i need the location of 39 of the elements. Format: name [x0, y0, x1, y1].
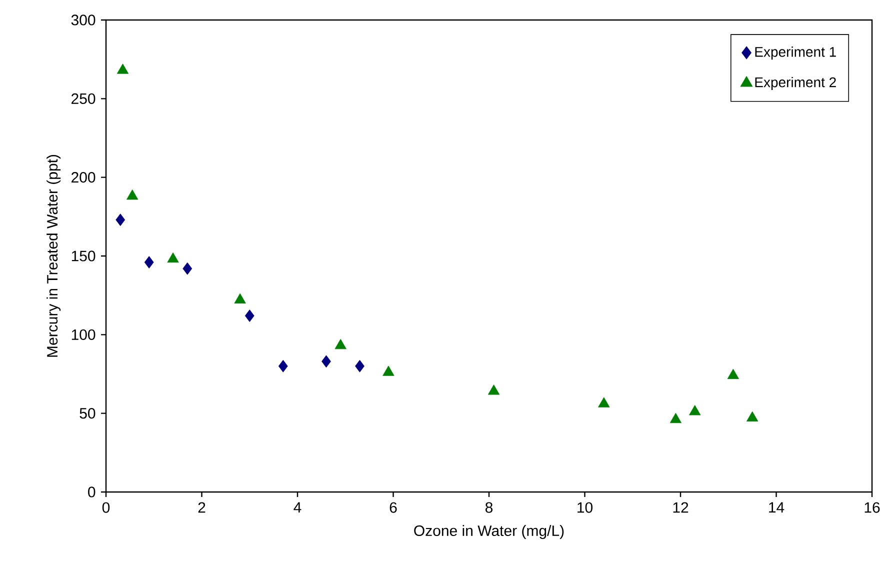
- y-tick-label: 100: [72, 329, 96, 340]
- x-tick-label: 10: [578, 502, 592, 513]
- y-tick-label: 200: [72, 172, 96, 183]
- point: [322, 355, 331, 368]
- point: [126, 190, 138, 200]
- point: [355, 360, 364, 372]
- point: [488, 384, 500, 395]
- y-axis-title: Mercury in Treated Water (ppt): [46, 154, 61, 357]
- point: [727, 368, 739, 380]
- x-tick-label: 6: [390, 502, 397, 513]
- point: [144, 256, 154, 268]
- legend-label: Experiment 1: [755, 46, 836, 60]
- point: [670, 412, 682, 424]
- point: [689, 405, 701, 416]
- point: [746, 411, 758, 422]
- point: [334, 338, 346, 350]
- point: [244, 310, 254, 322]
- x-tick-label: 14: [769, 502, 784, 513]
- point: [182, 262, 192, 275]
- x-tick-label: 8: [485, 502, 493, 513]
- point: [598, 397, 610, 408]
- y-tick-label: 250: [72, 93, 96, 104]
- point: [167, 252, 179, 263]
- y-tick-label: 50: [80, 408, 96, 419]
- y-tick-label: 150: [72, 250, 96, 262]
- legend-label: Experiment 2: [755, 76, 836, 90]
- point: [382, 366, 394, 376]
- point: [234, 293, 246, 304]
- x-tick-label: 2: [198, 502, 206, 513]
- point: [116, 214, 126, 226]
- point: [116, 64, 129, 74]
- y-tick-label: 0: [88, 486, 96, 498]
- x-tick-label: 0: [102, 502, 110, 513]
- x-axis-title: Ozone in Water (mg/L): [414, 525, 564, 539]
- x-tick-label: 16: [864, 502, 880, 513]
- x-tick-label: 4: [294, 502, 302, 513]
- point: [278, 360, 288, 372]
- y-tick-label: 300: [71, 14, 96, 26]
- x-tick-label: 12: [673, 502, 688, 513]
